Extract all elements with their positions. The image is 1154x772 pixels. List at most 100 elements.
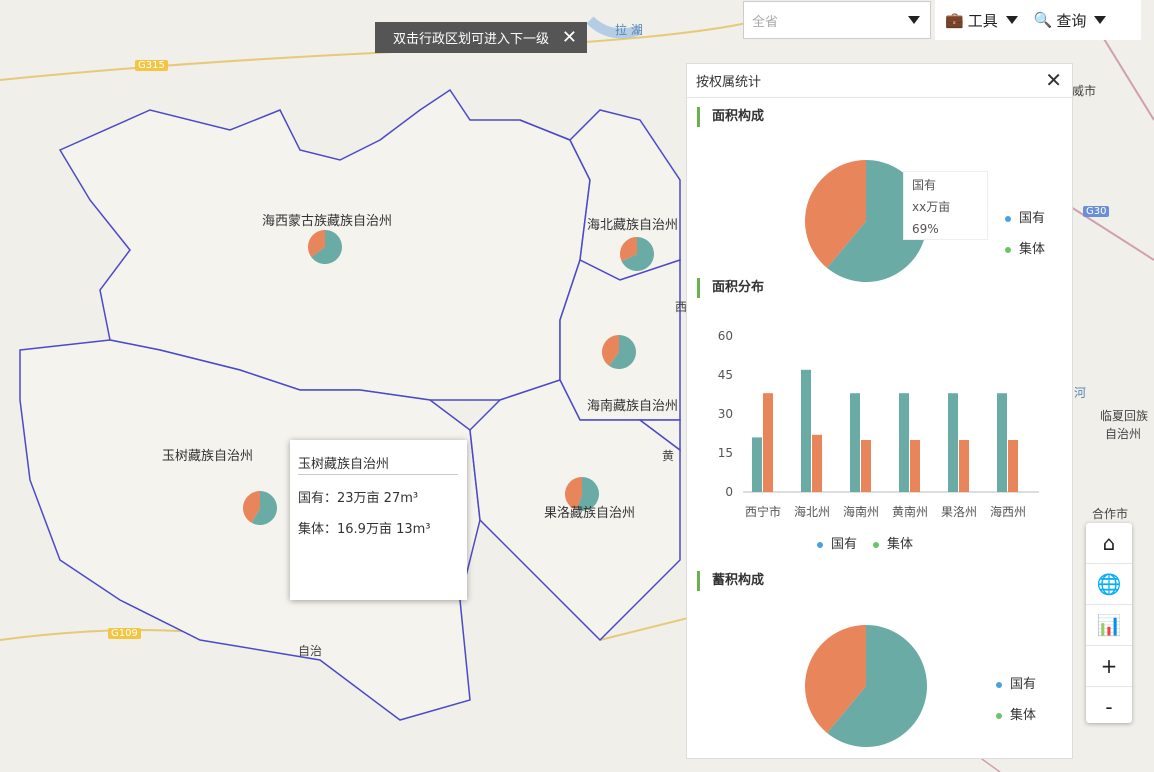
region-yushu[interactable] [19,339,481,721]
map-text-xi: 西 [675,300,688,314]
pie-tooltip-pct: 69% [912,222,939,236]
chevron-down-icon [1005,16,1018,24]
legend-label: 国有 [831,537,858,552]
map-text-zizhizhou: 自治州 [1105,427,1142,441]
panel-header: 按权属统计 ✕ [687,64,1072,98]
region-pie-slice[interactable] [619,237,637,262]
zoom-out-button[interactable]: - [1105,695,1113,719]
y-tick-label: 60 [718,329,733,343]
y-tick-label: 45 [718,368,733,382]
bar[interactable] [763,393,773,492]
region-label-guoluo: 果洛藏族自治州 [544,506,636,521]
map-text-zizhi: 自治 [298,644,323,658]
stock-pie-slice[interactable] [805,625,866,734]
stock-pie-slice[interactable] [827,625,928,747]
area-pie-slice[interactable] [805,160,866,269]
x-tick-label: 海西州 [990,504,1026,519]
legend-dot [996,712,1002,719]
drilldown-hint: 双击行政区划可进入下一级 ✕ [375,22,587,53]
legend-item-collective[interactable]: 集体 [1005,238,1045,257]
search-location-icon: 🔍 [1033,11,1053,29]
road-sign-g315: G315 [135,60,168,71]
legend-item-collective[interactable]: 集体 [996,704,1036,723]
zoom-in-button[interactable]: + [1086,646,1132,687]
legend-dot [1005,246,1011,253]
tools-label: 工具 [967,11,998,30]
region-label-yushu: 玉树藏族自治州 [162,449,254,464]
legend-label: 国有 [1010,677,1037,692]
legend-item-owned[interactable]: 国有 [1005,207,1045,226]
pie-tooltip-name: 国有 [912,178,937,192]
hint-text: 双击行政区划可进入下一级 [393,32,550,47]
chevron-down-icon [1094,16,1107,24]
bar-chart-icon[interactable]: 📊 [1086,605,1132,646]
bar[interactable] [959,440,969,492]
region-label-haixi: 海西蒙古族藏族自治州 [262,214,393,229]
map-text-hezuo: 合作市 [1092,507,1129,521]
region-huangnan[interactable] [637,419,681,452]
legend-dot [1005,215,1011,222]
area-pie-slice[interactable] [827,160,927,282]
map-controls: ⌂ 🌐 📊 + - [1086,523,1132,723]
region-label-hainan: 海南藏族自治州 [587,399,679,414]
bar[interactable] [948,393,958,492]
province-select-value: 全省 [752,14,779,30]
bar[interactable] [1008,440,1018,492]
map-text-lake: 拉 湖 [615,23,643,37]
globe-icon[interactable]: 🌐 [1086,564,1132,605]
map-text-linxia: 临夏回族 [1100,409,1149,423]
x-tick-label: 海南州 [843,504,879,519]
map-text-huang: 黄 [662,449,675,463]
section-title-area-composition: 面积构成 [697,107,764,127]
legend-dot [817,541,823,548]
toolbar: 💼 工具 🔍 查询 [935,0,1141,40]
region-pie-slice[interactable] [308,230,325,257]
legend-label: 集体 [1010,708,1037,723]
section-title-stock-composition: 蓄积构成 [697,571,764,591]
province-select[interactable]: 全省 [743,1,931,39]
region-pie-slice[interactable] [243,491,260,523]
briefcase-icon: 💼 [945,11,964,29]
chevron-down-icon [908,16,920,24]
query-button[interactable]: 🔍 查询 [1034,10,1107,31]
legend-item-owned[interactable]: 国有 [817,533,857,552]
region-pie-slice[interactable] [576,477,600,511]
bar[interactable] [752,437,762,492]
region-pie-slice[interactable] [251,491,277,526]
close-icon[interactable]: ✕ [561,27,577,48]
legend-item-collective[interactable]: 集体 [873,533,913,552]
bar[interactable] [812,434,822,492]
bar[interactable] [910,440,920,492]
pie-tooltip-value: xx万亩 [912,200,951,214]
bar[interactable] [861,440,871,492]
region-pie-slice[interactable] [609,335,636,370]
bar[interactable] [899,393,909,492]
tools-button[interactable]: 💼 工具 [945,10,1018,31]
section-title-area-distribution: 面积分布 [697,278,764,298]
charts-svg: 0 15 30 45 60 西宁市 海北州 海南州 黄南州 果洛州 海西州 [718,160,1039,747]
region-pie-slice[interactable] [602,335,619,366]
x-tick-label: 果洛州 [941,504,977,519]
x-tick-label: 黄南州 [892,504,928,519]
region-pie-slice[interactable] [565,477,582,511]
panel-title: 按权属统计 [696,75,762,90]
region-pie-slice[interactable] [311,230,342,265]
region-label-haibei: 海北藏族自治州 [587,218,679,233]
map-text-he: 河 [1074,386,1087,400]
region-pie-slice[interactable] [621,237,654,271]
legend-label: 国有 [1019,211,1046,226]
close-icon[interactable]: ✕ [1045,68,1062,92]
region-tooltip: 玉树藏族自治州 国有：23万亩 27m³ 集体：16.9万亩 13m³ [290,440,467,600]
bar[interactable] [801,369,811,492]
region-tooltip-collective: 集体：16.9万亩 13m³ [298,522,431,537]
stats-panel: 按权属统计 ✕ 面积构成 面积分布 蓄积构成 0 15 30 45 60 西宁市 海北州 海南… [686,63,1073,759]
legend-dot [873,541,879,548]
region-guoluo[interactable] [469,379,681,642]
bar[interactable] [997,393,1007,492]
query-label: 查询 [1056,11,1087,30]
legend-label: 集体 [887,537,914,552]
home-icon[interactable]: ⌂ [1086,523,1132,564]
legend-item-owned[interactable]: 国有 [996,673,1036,692]
legend-label: 集体 [1019,242,1046,257]
bar[interactable] [850,393,860,492]
